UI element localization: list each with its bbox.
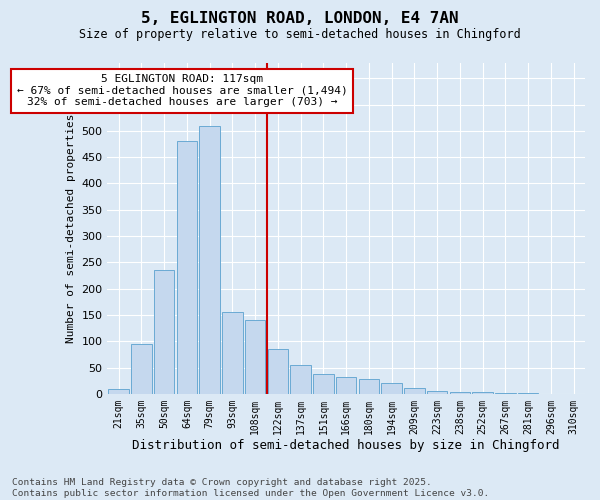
Bar <box>495 393 515 394</box>
Text: Contains HM Land Registry data © Crown copyright and database right 2025.
Contai: Contains HM Land Registry data © Crown c… <box>12 478 489 498</box>
X-axis label: Distribution of semi-detached houses by size in Chingford: Distribution of semi-detached houses by … <box>133 440 560 452</box>
Bar <box>359 379 379 394</box>
Bar <box>313 374 334 394</box>
Bar <box>154 270 175 394</box>
Bar <box>472 392 493 394</box>
Bar <box>268 349 288 394</box>
Bar <box>427 391 448 394</box>
Y-axis label: Number of semi-detached properties: Number of semi-detached properties <box>66 114 76 343</box>
Bar <box>176 142 197 394</box>
Bar <box>131 344 152 394</box>
Bar <box>199 126 220 394</box>
Bar <box>290 365 311 394</box>
Text: 5 EGLINGTON ROAD: 117sqm
← 67% of semi-detached houses are smaller (1,494)
32% o: 5 EGLINGTON ROAD: 117sqm ← 67% of semi-d… <box>17 74 348 108</box>
Bar <box>222 312 242 394</box>
Bar <box>382 384 402 394</box>
Bar <box>245 320 265 394</box>
Bar <box>336 377 356 394</box>
Bar <box>404 388 425 394</box>
Text: 5, EGLINGTON ROAD, LONDON, E4 7AN: 5, EGLINGTON ROAD, LONDON, E4 7AN <box>141 11 459 26</box>
Text: Size of property relative to semi-detached houses in Chingford: Size of property relative to semi-detach… <box>79 28 521 41</box>
Bar <box>109 388 129 394</box>
Bar <box>449 392 470 394</box>
